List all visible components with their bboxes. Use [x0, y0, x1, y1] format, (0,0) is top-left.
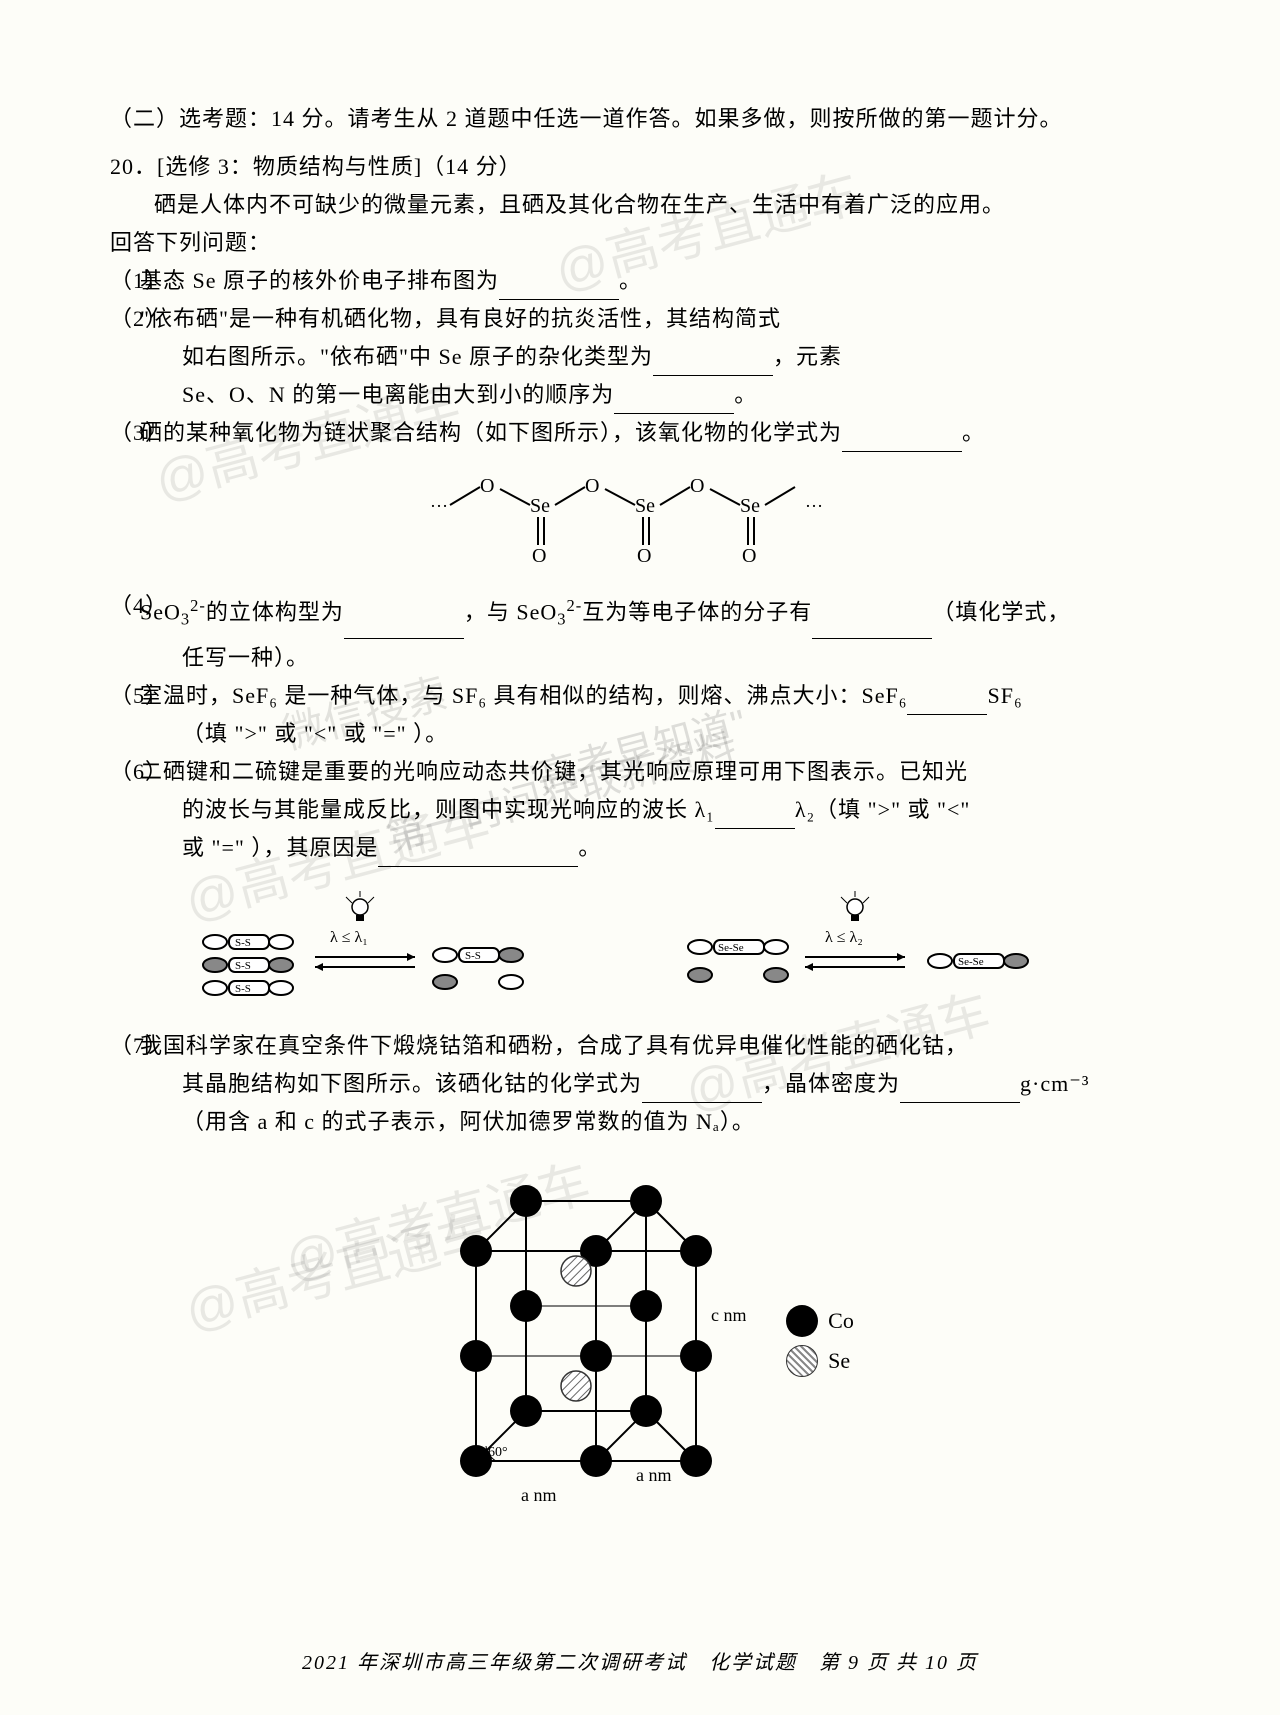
hatched-ball-icon	[786, 1345, 818, 1377]
svg-text:O: O	[480, 475, 494, 497]
question-text: 如右图所示。"依布硒"中 Se 原子的杂化类型为，元素	[110, 338, 1170, 376]
question-text: 基态 Se 原子的核外价电子排布图为	[140, 268, 499, 293]
question-text: 。	[619, 268, 642, 293]
question-text: 或 "=" ），其原因是。	[110, 829, 1170, 867]
fill-blank[interactable]	[812, 617, 932, 639]
svg-text:S-S: S-S	[465, 950, 481, 962]
page-footer: 2021 年深圳市高三年级第二次调研考试 化学试题 第 9 页 共 10 页	[0, 1646, 1280, 1675]
question-text: 。	[962, 420, 985, 445]
question-text: 互为等电子体的分子有	[582, 599, 812, 624]
question-text: 硒的某种氧化物为链状聚合结构（如下图所示），该氧化物的化学式为	[140, 420, 842, 445]
legend-co: Co	[786, 1305, 854, 1337]
question-label: （1）	[110, 262, 168, 300]
svg-text:c nm: c nm	[711, 1305, 746, 1325]
svg-text:O: O	[742, 545, 756, 567]
question-item: （5） 室温时，SeF₆ 是一种气体，与 SF₆ 具有相似的结构，则熔、沸点大小…	[110, 677, 1170, 715]
question-text: 的波长与其能量成反比，则图中实现光响应的波长 λ₁λ₂（填 ">" 或 "<"	[110, 791, 1170, 829]
svg-text:λ ≤ λ₁: λ ≤ λ₁	[330, 929, 368, 946]
intro-text: 硒是人体内不可缺少的微量元素，且硒及其化合物在生产、生活中有着广泛的应用。	[110, 186, 1170, 224]
svg-text:S-S: S-S	[235, 960, 251, 972]
question-label: （3）	[110, 414, 168, 452]
svg-text:Se-Se: Se-Se	[718, 942, 744, 954]
question-text: 室温时，SeF₆ 是一种气体，与 SF₆ 具有相似的结构，则熔、沸点大小：SeF…	[140, 683, 907, 708]
solid-ball-icon	[786, 1305, 818, 1337]
fill-blank[interactable]	[344, 617, 464, 639]
svg-text:O: O	[585, 475, 599, 497]
svg-text:a nm: a nm	[636, 1465, 672, 1485]
legend-se: Se	[786, 1345, 854, 1377]
question-label: （5）	[110, 677, 168, 715]
fill-blank[interactable]	[378, 845, 578, 867]
question-item: （2） "依布硒"是一种有机硒化物，具有良好的抗炎活性，其结构简式	[110, 300, 1170, 338]
question-item: （3） 硒的某种氧化物为链状聚合结构（如下图所示），该氧化物的化学式为 。	[110, 414, 1170, 452]
svg-text:a nm: a nm	[521, 1485, 557, 1505]
question-label: （7）	[110, 1027, 168, 1065]
fill-blank[interactable]	[653, 354, 773, 376]
fill-blank[interactable]	[715, 807, 795, 829]
question-text: ，与 SeO	[464, 599, 557, 624]
question-item: （4） SeO32-的立体构型为，与 SeO32-互为等电子体的分子有（填化学式…	[110, 587, 1170, 639]
svg-text:Se-Se: Se-Se	[958, 956, 984, 968]
question-label: （2）	[110, 300, 168, 338]
fill-blank[interactable]	[842, 430, 962, 452]
svg-text:O: O	[532, 545, 546, 567]
svg-text:S-S: S-S	[235, 937, 251, 949]
question-text: 其晶胞结构如下图所示。该硒化钴的化学式为，晶体密度为g·cm⁻³	[110, 1065, 1170, 1103]
svg-text:O: O	[690, 475, 704, 497]
svg-text:Se: Se	[530, 495, 550, 517]
svg-text:Se: Se	[635, 495, 655, 517]
question-label: （4）	[110, 587, 168, 625]
intro-text: 回答下列问题：	[110, 224, 1170, 262]
question-text: 的立体构型为	[206, 599, 344, 624]
fill-blank[interactable]	[907, 693, 987, 715]
chemical-structure-diagram: … O Se O O Se O O Se O …	[110, 467, 1170, 572]
question-item: （6） 二硒键和二硫键是重要的光响应动态共价键，其光响应原理可用下图表示。已知光	[110, 753, 1170, 791]
question-text: （填 ">" 或 "<" 或 "=" ）。	[110, 715, 1170, 753]
question-text: 二硒键和二硫键是重要的光响应动态共价键，其光响应原理可用下图表示。已知光	[140, 759, 968, 784]
question-item: （1） 基态 Se 原子的核外价电子排布图为 。	[110, 262, 1170, 300]
question-label: （6）	[110, 753, 168, 791]
exam-page: @高考直通车 @高考直通车 微信搜索 "高考早知道" 第一时间获取新资料 @高考…	[0, 0, 1280, 1715]
svg-text:Se: Se	[740, 495, 760, 517]
fill-blank[interactable]	[642, 1081, 762, 1103]
svg-text:…: …	[430, 491, 448, 511]
question-text: Se、O、N 的第一电离能由大到小的顺序为。	[110, 376, 1170, 414]
svg-text:…: …	[805, 491, 823, 511]
question-item: （7） 我国科学家在真空条件下煅烧钴箔和硒粉，合成了具有优异电催化性能的硒化钴，	[110, 1027, 1170, 1065]
question-text: 任写一种）。	[110, 639, 1170, 677]
fill-blank[interactable]	[614, 392, 734, 414]
question-text: SF₆	[987, 683, 1022, 708]
svg-text:S-S: S-S	[235, 983, 251, 995]
photo-response-diagram: S-S S-S S-S λ ≤ λ₁	[150, 887, 1130, 1007]
question-text: （用含 a 和 c 的式子表示，阿伏加德罗常数的值为 Nₐ）。	[110, 1103, 1170, 1141]
fill-blank[interactable]	[900, 1081, 1020, 1103]
svg-text:O: O	[637, 545, 651, 567]
question-text: （填化学式，	[932, 599, 1070, 624]
question-text: 我国科学家在真空条件下煅烧钴箔和硒粉，合成了具有优异电催化性能的硒化钴，	[140, 1033, 968, 1058]
svg-text:λ ≤ λ₂: λ ≤ λ₂	[825, 929, 863, 946]
question-text: "依布硒"是一种有机硒化物，具有良好的抗炎活性，其结构简式	[140, 306, 781, 331]
crystal-cell-diagram: c nm a nm a nm 60° Co Se	[110, 1161, 1170, 1521]
question-title: 20．[选修 3：物质结构与性质]（14 分）	[110, 148, 1170, 186]
fill-blank[interactable]	[499, 278, 619, 300]
section-title: （二）选考题：14 分。请考生从 2 道题中任选一道作答。如果多做，则按所做的第…	[110, 100, 1170, 138]
